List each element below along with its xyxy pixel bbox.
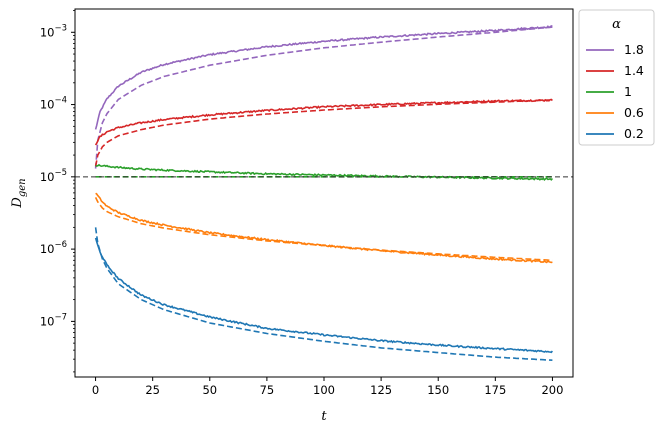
series-simulated-line	[94, 98, 553, 146]
x-tick-label: 50	[202, 383, 217, 397]
y-axis-label-main: D	[10, 197, 25, 209]
y-axis-label: Dgen	[10, 178, 28, 208]
series-theory-line	[94, 26, 553, 169]
series-simulated-line	[94, 237, 553, 354]
y-tick-label: 10−7	[40, 312, 67, 328]
x-tick-label: 100	[313, 383, 335, 397]
legend-box	[578, 9, 655, 146]
y-axis: 10−7 10−6 10−5 10−4 10−3	[40, 10, 75, 373]
series-theory-line	[94, 227, 553, 361]
x-tick-label: 125	[370, 383, 392, 397]
x-axis-label: t	[321, 409, 327, 424]
legend-title: α	[612, 17, 621, 32]
x-tick-label: 0	[92, 383, 99, 397]
y-tick-label: 10−4	[40, 96, 67, 112]
series-theory-line	[94, 99, 553, 167]
x-tick-label: 200	[541, 383, 563, 397]
series-simulated-line	[95, 163, 554, 181]
legend-label: 0.2	[624, 126, 644, 141]
x-axis: 0 25 50 75 100 125 150 175 200	[92, 377, 563, 397]
y-tick-label: 10−3	[40, 23, 67, 39]
series-simulated-line	[95, 192, 553, 264]
x-tick-label: 75	[260, 383, 275, 397]
x-tick-label: 175	[484, 383, 506, 397]
x-tick-label: 150	[427, 383, 449, 397]
y-tick-label: 10−5	[40, 168, 67, 184]
legend: α1.8 1.4 1 0.6 0.2	[578, 9, 655, 146]
series-simulated-line	[94, 25, 553, 130]
legend-label: 1	[624, 84, 632, 99]
x-tick-label: 25	[145, 383, 160, 397]
legend-label: 1.4	[624, 63, 644, 78]
y-tick-label: 10−6	[40, 240, 67, 256]
legend-label: 0.6	[624, 105, 644, 120]
legend-label: 1.8	[624, 42, 644, 57]
y-axis-label-sub: gen	[17, 178, 28, 197]
